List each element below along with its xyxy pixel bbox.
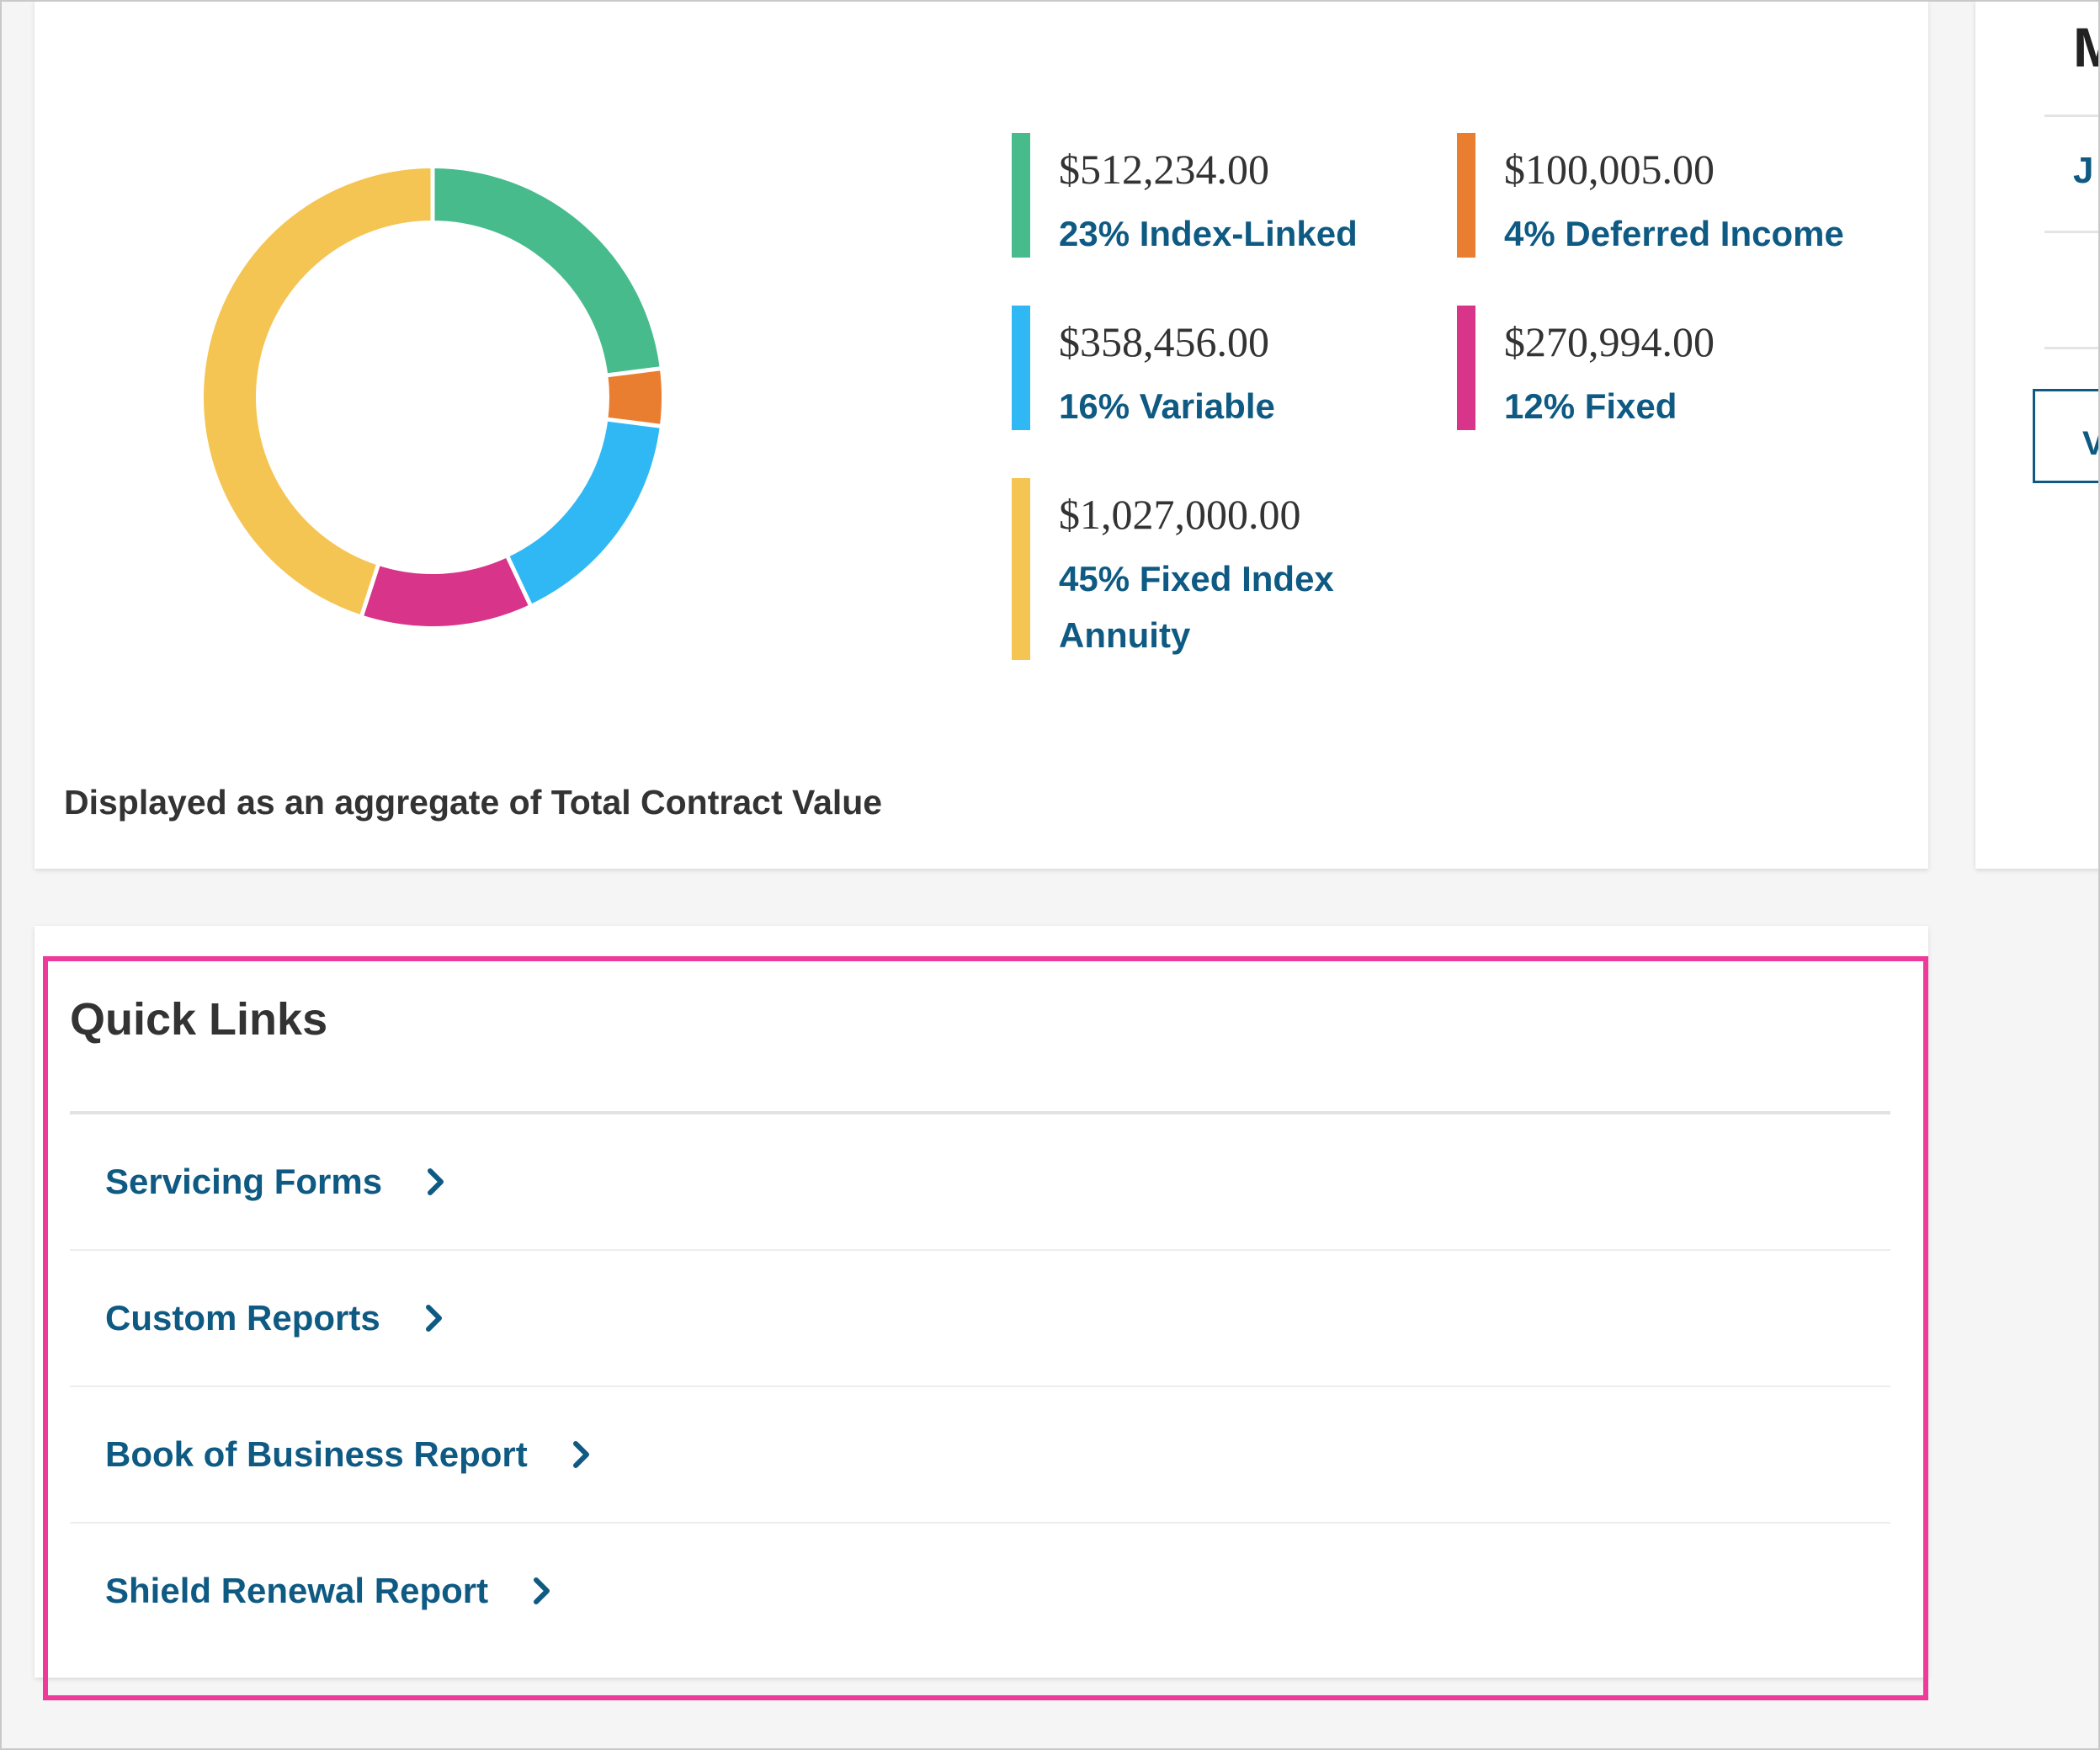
list-item: Book of Business Report [70,1387,1890,1524]
legend-amount: $1,027,000.00 [1059,491,1301,538]
side-panel-button[interactable]: V [2033,389,2100,483]
divider [2044,347,2100,349]
chart-footnote: Displayed as an aggregate of Total Contr… [64,783,883,822]
donut-slice-fixed-index-annuity [204,168,433,615]
chevron-right-icon [534,1577,550,1604]
chevron-right-icon [572,1441,589,1468]
quick-links-card: Quick Links Servicing Forms Custom Repor… [35,926,1928,1678]
side-panel-heading: M [2073,16,2100,78]
quick-link-book-of-business-report[interactable]: Book of Business Report [105,1387,593,1522]
chevron-right-icon [425,1305,442,1332]
donut-slice-separator [606,366,662,378]
donut-slice-deferred-income [608,368,662,427]
legend-label: 4% Deferred Income [1504,214,1844,253]
chevron-right-icon [428,1168,444,1195]
divider [2044,114,2100,117]
legend-amount: $100,005.00 [1504,146,1715,193]
donut-slice-variable [507,418,660,605]
legend-label: 16% Variable [1059,386,1275,426]
quick-links-title: Quick Links [70,994,328,1045]
list-item: Custom Reports [70,1251,1890,1387]
allocation-donut-chart [204,167,662,626]
legend-label: 23% Index-Linked [1059,214,1358,253]
divider [70,1111,1890,1114]
list-item: Servicing Forms [70,1114,1890,1251]
legend-color-swatch [1012,478,1030,660]
legend-color-swatch [1457,306,1475,430]
donut-slice-separator [606,417,662,428]
quick-links-list: Servicing Forms Custom Reports Book of B… [70,1114,1890,1658]
side-panel-link[interactable]: J [2073,150,2094,191]
legend-color-swatch [1012,306,1030,430]
side-panel: M J V [1975,0,2100,869]
quick-link-label: Custom Reports [105,1298,380,1338]
legend-amount: $358,456.00 [1059,318,1269,365]
legend-amount: $512,234.00 [1059,146,1269,193]
list-item: Shield Renewal Report [70,1524,1890,1658]
donut-slice-index-linked [432,168,660,376]
legend-color-swatch [1457,133,1475,258]
quick-link-shield-renewal-report[interactable]: Shield Renewal Report [105,1524,554,1658]
legend-amount: $270,994.00 [1504,318,1715,365]
legend-label: 45% Fixed Index Annuity [1059,559,1334,655]
quick-link-servicing-forms[interactable]: Servicing Forms [105,1114,448,1249]
quick-link-label: Book of Business Report [105,1434,528,1474]
quick-link-label: Servicing Forms [105,1162,383,1201]
quick-link-custom-reports[interactable]: Custom Reports [105,1251,446,1386]
legend-color-swatch [1012,133,1030,258]
donut-slice-separator [359,563,381,618]
donut-slice-separator [505,555,533,607]
legend-label: 12% Fixed [1504,386,1677,426]
donut-slice-fixed [361,556,530,626]
allocation-card: $512,234.00 23% Index-Linked $100,005.00… [35,0,1928,869]
divider [2044,231,2100,233]
quick-link-label: Shield Renewal Report [105,1571,489,1610]
